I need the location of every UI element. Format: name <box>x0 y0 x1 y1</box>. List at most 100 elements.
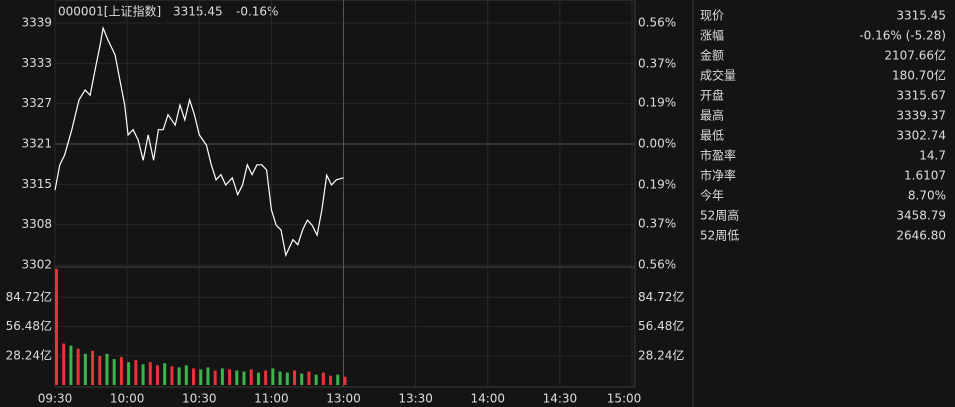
volume-bar <box>242 371 246 385</box>
y2-tick-label: 0.19% <box>638 95 676 109</box>
x-tick-label: 10:00 <box>110 392 145 406</box>
volume-bar <box>141 364 145 385</box>
x-tick-label: 09:30 <box>38 392 73 406</box>
volume-bar <box>155 365 159 385</box>
y2-tick-label: 28.24亿 <box>638 347 684 362</box>
volume-bar <box>249 369 253 385</box>
quote-value: 2107.66亿 <box>884 48 946 63</box>
quote-value: 14.7 <box>919 149 946 163</box>
price-line <box>54 26 344 258</box>
volume-bar <box>220 368 224 385</box>
quote-label: 52周低 <box>700 229 739 243</box>
quote-label: 今年 <box>700 188 724 203</box>
y-tick-label: 3339 <box>21 16 52 30</box>
y-tick-label: 3308 <box>21 217 52 231</box>
quote-label: 涨幅 <box>700 28 724 43</box>
y2-tick-label: 0.37% <box>638 216 676 230</box>
y2-tick-label: 56.48亿 <box>638 318 684 333</box>
y-tick-label: 3315 <box>21 177 52 191</box>
quote-label: 市净率 <box>700 168 736 183</box>
last-price: 3315.45 <box>173 5 223 19</box>
volume-bar <box>105 353 109 385</box>
volume-bar <box>127 362 131 385</box>
quote-value: 2646.80 <box>896 229 946 243</box>
volume-bar <box>148 362 152 385</box>
quote-value: 3458.79 <box>896 209 946 223</box>
volume-bar <box>98 355 102 385</box>
x-tick-label: 11:00 <box>254 392 289 406</box>
x-tick-label: 13:00 <box>326 392 361 406</box>
quote-value: 3339.37 <box>896 109 946 123</box>
chart-title: 000001[上证指数] <box>58 4 161 19</box>
quote-label: 最低 <box>700 129 724 143</box>
volume-bar <box>83 353 87 385</box>
change: -0.16% <box>236 5 278 19</box>
volume-bar <box>329 375 333 385</box>
quote-label: 成交量 <box>700 68 736 83</box>
volume-bar <box>192 368 196 385</box>
y2-tick-label: 0.00% <box>638 137 676 151</box>
y-tick-label: 3327 <box>21 96 52 110</box>
y-tick-label: 3302 <box>21 258 52 272</box>
volume-bar <box>300 373 304 385</box>
x-tick-label: 15:00 <box>607 392 642 406</box>
volume-bar <box>62 343 66 385</box>
volume-bar <box>278 371 282 385</box>
volume-bar <box>285 372 289 385</box>
volume-bar <box>343 376 347 385</box>
volume-bar <box>264 370 268 385</box>
y2-tick-label: 0.19% <box>638 178 676 192</box>
quote-label: 开盘 <box>700 88 724 103</box>
volume-bar <box>235 370 239 385</box>
volume-bar <box>307 371 311 385</box>
quote-value: 8.70% <box>908 189 946 203</box>
quote-value: 180.70亿 <box>892 68 946 83</box>
volume-bar <box>76 348 80 385</box>
quote-value: -0.16% (-5.28) <box>859 29 946 43</box>
volume-bar <box>119 357 123 385</box>
y2-tick-label: 0.56% <box>638 16 676 30</box>
volume-bar <box>170 366 174 385</box>
quote-label: 市盈率 <box>700 148 736 163</box>
x-tick-label: 10:30 <box>182 392 217 406</box>
volume-bar <box>184 365 188 385</box>
x-tick-label: 13:30 <box>398 392 433 406</box>
volume-bar <box>163 363 167 385</box>
volume-bar <box>91 350 95 385</box>
volume-bar <box>293 370 297 385</box>
y-tick-label: 3333 <box>21 56 52 70</box>
quote-label: 现价 <box>700 9 724 23</box>
x-tick-label: 14:00 <box>470 392 505 406</box>
volume-bar <box>314 374 318 385</box>
y-tick-label: 84.72亿 <box>6 289 52 304</box>
quote-value: 3302.74 <box>896 129 946 143</box>
volume-bar <box>228 369 232 385</box>
y2-tick-label: 0.37% <box>638 57 676 71</box>
volume-bar <box>256 372 260 385</box>
volume-bar <box>112 359 116 385</box>
y-tick-label: 56.48亿 <box>6 318 52 333</box>
volume-bar <box>199 369 203 385</box>
volume-bar <box>69 345 73 385</box>
x-tick-label: 14:30 <box>543 392 578 406</box>
volume-bar <box>213 370 217 385</box>
quote-label: 最高 <box>700 108 724 123</box>
quote-label: 金额 <box>700 48 724 63</box>
volume-bar <box>134 360 138 385</box>
quote-value: 3315.45 <box>896 9 946 23</box>
volume-bar <box>321 372 325 385</box>
volume-bar <box>55 268 58 385</box>
quote-value: 3315.67 <box>896 89 946 103</box>
y-tick-label: 28.24亿 <box>6 347 52 362</box>
quote-label: 52周高 <box>700 208 739 223</box>
volume-bar <box>177 367 181 385</box>
volume-bar <box>206 367 210 385</box>
volume-bar <box>271 368 275 385</box>
quote-value: 1.6107 <box>904 169 946 183</box>
y-tick-label: 3321 <box>21 137 52 151</box>
volume-bar <box>336 374 340 385</box>
y2-tick-label: 0.56% <box>638 258 676 272</box>
y2-tick-label: 84.72亿 <box>638 289 684 304</box>
